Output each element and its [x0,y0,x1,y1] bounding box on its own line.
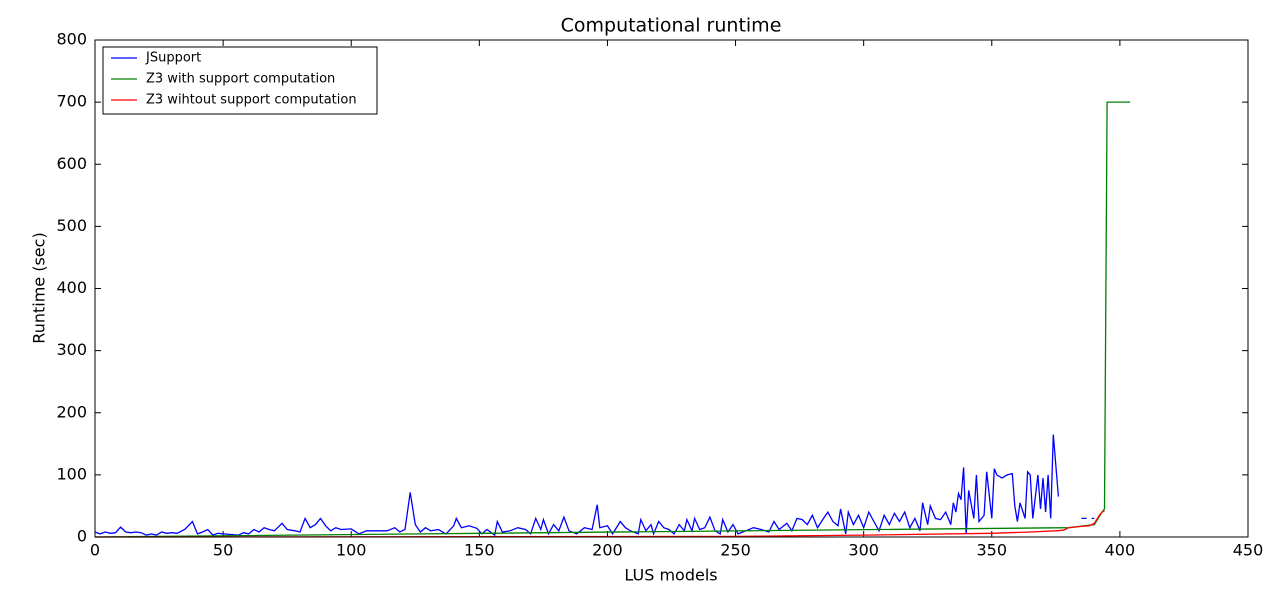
y-tick-label: 400 [56,278,87,297]
legend-label: Z3 with support computation [146,72,335,87]
x-tick-label: 0 [90,541,100,560]
plot-frame [94,39,1249,538]
legend-label: Z3 wihtout support computation [146,93,357,108]
y-tick-label: 600 [56,154,87,173]
x-tick-label: 150 [464,541,495,560]
x-tick-label: 100 [336,541,367,560]
y-tick-label: 800 [56,30,87,49]
y-tick-label: 200 [56,402,87,421]
x-tick-label: 450 [1233,541,1264,560]
x-axis-label: LUS models [624,566,717,585]
series-line [94,434,1095,537]
x-tick-label: 300 [848,541,879,560]
x-tick-label: 250 [720,541,751,560]
x-tick-label: 50 [213,541,233,560]
y-tick-label: 500 [56,216,87,235]
y-axis-label: Runtime (sec) [30,232,49,343]
legend-box [102,46,378,115]
series-line [94,510,1105,538]
x-tick-label: 200 [592,541,623,560]
x-tick-label: 400 [1105,541,1136,560]
y-tick-label: 0 [77,527,87,546]
chart-title: Computational runtime [561,15,782,37]
series-line [94,101,1131,538]
y-tick-label: 700 [56,92,87,111]
y-tick-label: 300 [56,340,87,359]
x-tick-label: 350 [977,541,1008,560]
legend-label: JSupport [145,51,201,66]
y-tick-label: 100 [56,464,87,483]
